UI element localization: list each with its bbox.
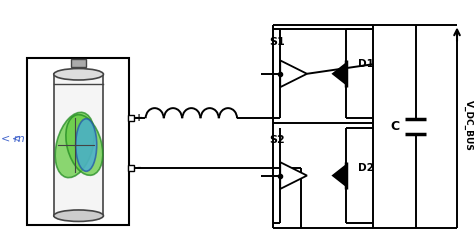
Text: S1: S1 bbox=[270, 37, 285, 47]
Text: S2: S2 bbox=[270, 135, 285, 145]
Ellipse shape bbox=[66, 115, 103, 175]
Text: C: C bbox=[390, 120, 400, 133]
Polygon shape bbox=[280, 61, 307, 87]
Polygon shape bbox=[280, 162, 307, 189]
Text: -: - bbox=[137, 163, 141, 173]
Polygon shape bbox=[333, 63, 346, 84]
Text: <: < bbox=[12, 134, 25, 144]
Ellipse shape bbox=[55, 112, 94, 178]
Bar bbox=[128, 165, 134, 171]
Ellipse shape bbox=[76, 119, 97, 171]
Bar bbox=[71, 59, 86, 67]
Polygon shape bbox=[333, 165, 346, 186]
Text: D2: D2 bbox=[357, 163, 374, 173]
Bar bbox=[54, 74, 103, 216]
Ellipse shape bbox=[54, 69, 103, 80]
Text: < m: < m bbox=[1, 134, 25, 144]
Bar bbox=[27, 58, 129, 225]
Text: V_DC_BUS: V_DC_BUS bbox=[464, 100, 473, 151]
Text: D1: D1 bbox=[357, 59, 374, 69]
Bar bbox=[128, 115, 134, 121]
Text: +: + bbox=[135, 113, 143, 123]
Ellipse shape bbox=[54, 210, 103, 221]
